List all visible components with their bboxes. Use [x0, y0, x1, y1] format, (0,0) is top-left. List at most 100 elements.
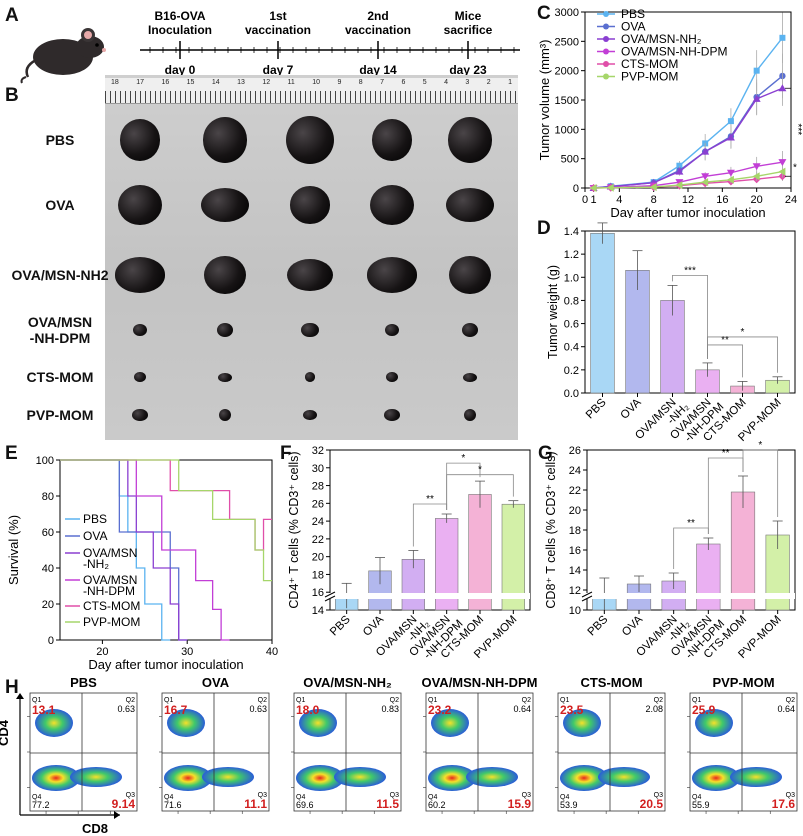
x-tick-label: 1 [591, 194, 597, 206]
quadrant-q2-tag: Q2 [258, 697, 267, 704]
legend-entry: OVA/MSN-NH-DPM [621, 45, 727, 59]
quadrant-q1-tag: Q1 [296, 697, 305, 704]
timeline-event-label: 2nd vaccination [345, 9, 411, 37]
bar [730, 491, 756, 611]
flow-cytometry-panel: PBSQ113.1Q20.63Q39.14Q477.2OVAQ116.7Q20.… [0, 675, 798, 836]
tumor-specimen [203, 117, 247, 163]
q1-value: 23.5 [560, 703, 584, 717]
data-point [778, 159, 787, 167]
y-tick-label: 80 [42, 491, 54, 503]
tumor-specimen [285, 115, 335, 165]
data-point [726, 133, 735, 141]
y-tick-label: 28 [312, 481, 324, 493]
y-tick-label: 1500 [555, 95, 579, 107]
quadrant-q1-tag: Q1 [164, 697, 173, 704]
cd8-pos-population [70, 767, 122, 787]
x-tick-label: 4 [616, 194, 622, 206]
ruler-number: 7 [380, 79, 385, 86]
tumor-specimen [372, 119, 412, 161]
x-tick-label: 8 [651, 194, 657, 206]
y-tick-label: 0.4 [564, 342, 579, 354]
cd4-pos-population [35, 709, 73, 737]
q2-value: 0.63 [249, 704, 267, 714]
tumor-specimen [118, 184, 162, 226]
cd8-pos-population [730, 767, 782, 787]
cd4-neg-cd8-neg-population [692, 765, 740, 791]
panel-label-c: C [537, 3, 551, 24]
tumor-specimen [200, 187, 250, 223]
legend-entry: OVA/MSN-NH₂ [621, 32, 702, 46]
cd4-pos-population [563, 709, 601, 737]
tumor-specimen [290, 186, 330, 224]
ruler-number: 11 [287, 79, 295, 86]
timeline-event-label: 1st vaccination [245, 9, 311, 37]
flow-plot-title: PVP-MOM [712, 675, 774, 690]
data-point [727, 118, 734, 125]
data-point [589, 184, 597, 192]
legend-entry: PVP-MOM [83, 615, 140, 629]
significance-label: ** [721, 335, 729, 346]
ruler-number: 8 [358, 79, 363, 86]
q3-value: 9.14 [112, 797, 136, 811]
data-point [675, 181, 683, 190]
significance-label: * [478, 465, 482, 476]
tumor-specimen [445, 187, 495, 223]
data-point [676, 162, 683, 169]
tumor-specimen [463, 372, 477, 382]
flow-plot-title: PBS [70, 675, 97, 690]
q3-value: 17.6 [772, 797, 796, 811]
legend-entry: OVA/MSN-NH-DPM [83, 573, 137, 598]
tumor-specimen [218, 408, 232, 422]
data-point [701, 178, 709, 187]
x-tick-label: 12 [682, 194, 694, 206]
timeline-event-label: B16-OVA Inoculation [148, 9, 212, 37]
vaccination-timeline: B16-OVA Inoculation day 0 1st vaccination day… [140, 9, 520, 77]
cd8-pos-population [598, 767, 650, 787]
q2-value: 0.63 [117, 704, 135, 714]
y-tick-label: 3000 [555, 7, 579, 19]
quadrant-q1-tag: Q1 [560, 697, 569, 704]
x-category-label: PBS [328, 613, 353, 638]
survival-curve-5 [60, 459, 272, 582]
quadrant-q2-tag: Q2 [522, 697, 531, 704]
y-tick-label: 22 [312, 534, 324, 546]
significance-bracket [672, 274, 708, 359]
y-tick-label: 26 [569, 445, 581, 457]
significance-label: ** [687, 518, 695, 529]
y-tick-label: 18 [569, 525, 581, 537]
cd8-pos-population [466, 767, 518, 787]
y-tick-label: 60 [42, 527, 54, 539]
panel-label-d: D [537, 218, 551, 239]
tumor-volume-chart: 0 500 1000 1500 2000 2500 3000 0 1 4 8 12 16 20 24 Day … [537, 7, 803, 218]
tumor-specimen [120, 119, 160, 161]
y-tick-label: 14 [569, 565, 581, 577]
quadrant-q3-tag: Q3 [126, 792, 135, 799]
legend-entry: PBS [621, 7, 645, 21]
q1-value: 16.7 [164, 703, 188, 717]
q2-value: 0.64 [777, 704, 795, 714]
legend-entry: PVP-MOM [621, 70, 678, 84]
significance-bracket [742, 449, 779, 517]
q4-value: 55.9 [692, 800, 710, 810]
series-line-1 [593, 75, 783, 189]
q3-value: 20.5 [640, 797, 664, 811]
y-tick-label: 32 [312, 445, 324, 457]
tumor-specimen [384, 323, 400, 337]
x-tick-label: 40 [266, 646, 278, 658]
ruler-number: 3 [465, 79, 470, 86]
data-point [752, 163, 761, 171]
y-tick-label: 0.8 [564, 295, 579, 307]
tumor-weight-chart: 0.0 0.2 0.4 0.6 0.8 1.0 1.2 1.4 Tumor weight (g)… [546, 222, 796, 443]
quadrant-q3-tag: Q3 [258, 792, 267, 799]
x-tick-label: 20 [96, 646, 108, 658]
cd4-neg-cd8-neg-population [164, 765, 212, 791]
x-tick-label: 16 [716, 194, 728, 206]
quadrant-q4-tag: Q4 [296, 794, 305, 801]
y-axis-title: Tumor volume (mm³) [537, 40, 552, 161]
ruler-number: 15 [186, 79, 195, 86]
quadrant-q4-tag: Q4 [428, 794, 437, 801]
photo-group-label: PBS [45, 132, 75, 148]
quadrant-q4-tag: Q4 [32, 794, 41, 801]
panel-label-f: F [280, 443, 292, 464]
data-point [778, 84, 787, 92]
